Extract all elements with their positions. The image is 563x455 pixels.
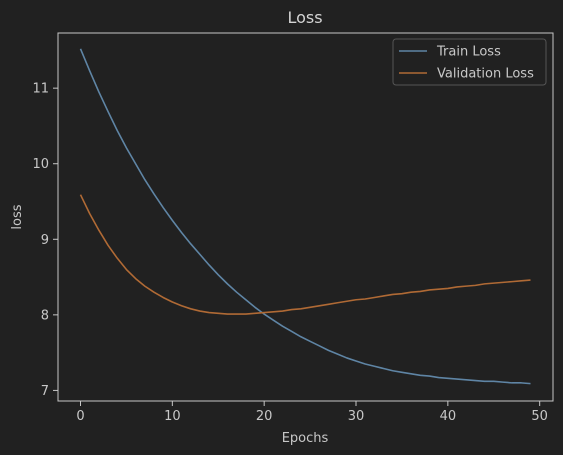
train-loss-line bbox=[79, 48, 531, 385]
y-axis-label: loss bbox=[10, 204, 25, 229]
y-tick-label: 9 bbox=[41, 233, 49, 248]
validation-loss-line bbox=[79, 194, 531, 315]
legend-label-validation-loss: Validation Loss bbox=[437, 67, 534, 82]
y-tick-label: 8 bbox=[41, 308, 49, 323]
legend-label-train-loss: Train Loss bbox=[436, 45, 501, 60]
x-tick-label: 50 bbox=[531, 409, 548, 424]
y-tick-label: 11 bbox=[32, 82, 49, 97]
chart-title: Loss bbox=[287, 8, 322, 27]
x-tick-label: 20 bbox=[256, 409, 273, 424]
y-tick-label: 10 bbox=[32, 157, 49, 172]
x-tick-label: 0 bbox=[76, 409, 84, 424]
x-tick-label: 30 bbox=[348, 409, 365, 424]
x-tick-label: 10 bbox=[164, 409, 181, 424]
plot-frame bbox=[57, 32, 554, 402]
y-tick-label: 7 bbox=[41, 384, 49, 399]
x-axis-label: Epochs bbox=[282, 431, 329, 446]
legend-box bbox=[392, 38, 547, 86]
x-tick-label: 40 bbox=[440, 409, 457, 424]
